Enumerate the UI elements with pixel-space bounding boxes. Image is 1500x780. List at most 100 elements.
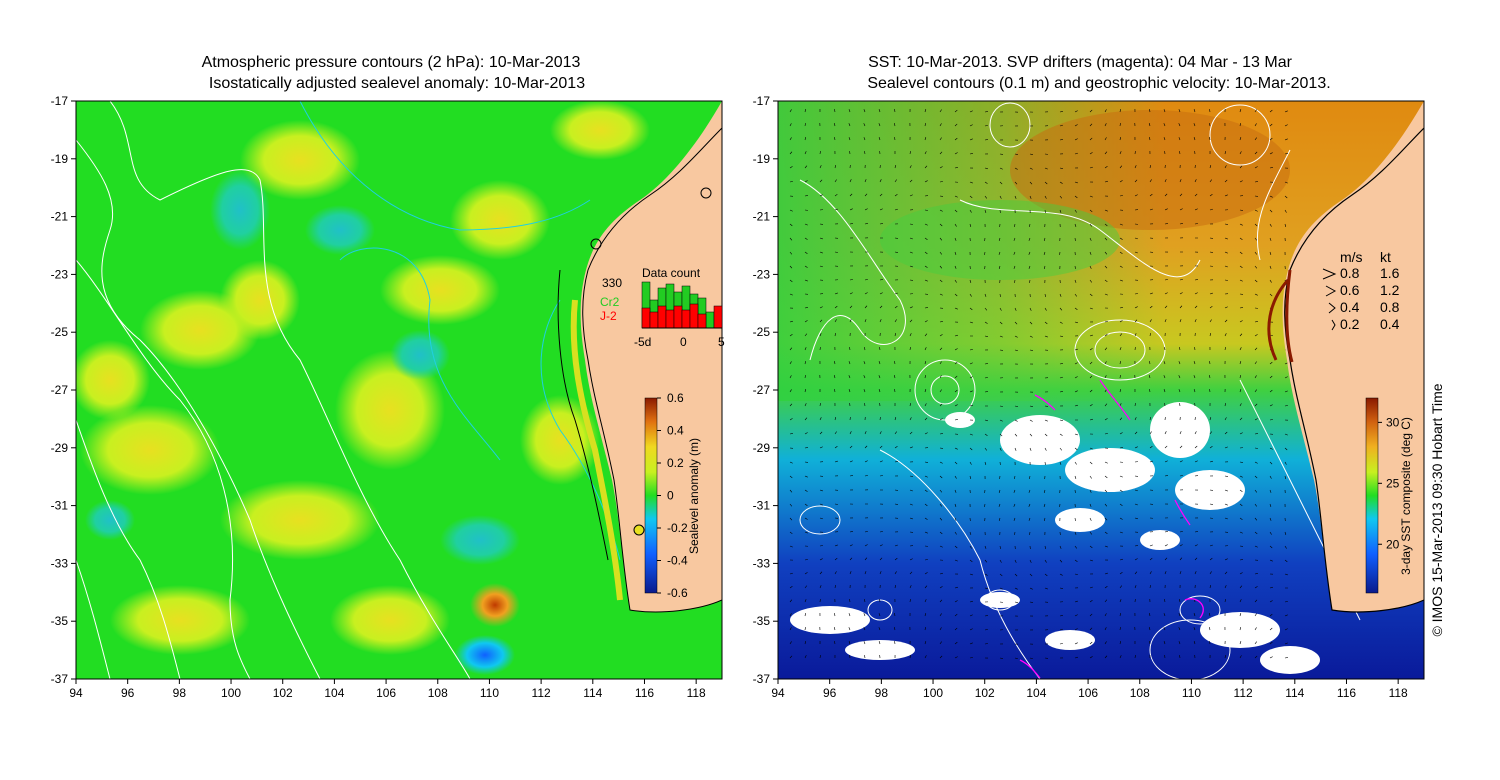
velocity-arrow [1119, 122, 1121, 127]
velocity-arrow [1074, 223, 1077, 227]
velocity-arrow [984, 111, 989, 113]
velocity-arrow [1269, 223, 1272, 227]
australia-land [1282, 101, 1424, 612]
velocity-arrow [1269, 404, 1273, 407]
velocity-arrow [998, 265, 1001, 269]
velocity-arrow [789, 251, 793, 255]
velocity-arrow [1089, 517, 1092, 521]
velocity-arrow [1179, 544, 1183, 547]
velocity-arrow [924, 137, 927, 141]
velocity-legend-kt: 1.6 [1380, 265, 1400, 281]
velocity-arrow [864, 571, 867, 575]
velocity-arrow [864, 460, 868, 463]
velocity-arrow [863, 123, 866, 127]
velocity-arrow [1239, 655, 1242, 659]
velocity-arrow [1089, 109, 1093, 113]
sst-colorbar-label: 3-day SST composite (deg C) [1399, 417, 1413, 575]
velocity-arrow [1239, 209, 1244, 211]
velocity-arrow [1224, 417, 1227, 421]
velocity-arrow [924, 475, 928, 478]
velocity-arrow [954, 641, 958, 645]
velocity-arrow [1209, 165, 1212, 169]
velocity-arrow [804, 558, 808, 561]
sealevel-colorbar-ramp [644, 397, 658, 594]
velocity-arrow [999, 419, 1003, 422]
velocity-arrow [819, 237, 823, 240]
velocity-arrow [1209, 431, 1212, 435]
velocity-arrow [1284, 433, 1288, 436]
velocity-arrow [804, 613, 806, 617]
velocity-arrow [1089, 209, 1093, 213]
right-map-panel: SST: 10-Mar-2013. SVP drifters (magenta)… [753, 54, 1445, 700]
velocity-arrow [833, 375, 836, 379]
velocity-arrow [804, 333, 808, 337]
velocity-legend-ms-header: m/s [1340, 249, 1363, 265]
tide-gauge-marker [633, 524, 645, 536]
velocity-arrow [1089, 613, 1093, 617]
velocity-arrow [789, 151, 793, 155]
velocity-arrow [1059, 559, 1063, 563]
velocity-arrow [969, 433, 973, 436]
velocity-arrow [1269, 251, 1272, 255]
velocity-arrow [939, 461, 943, 464]
velocity-arrow [1269, 545, 1273, 549]
velocity-arrow [954, 307, 958, 310]
velocity-arrow [819, 517, 823, 520]
velocity-arrow [1059, 335, 1064, 337]
velocity-arrow [1164, 571, 1167, 575]
velocity-arrow [939, 627, 942, 631]
velocity-arrow [1164, 305, 1168, 309]
velocity-arrow [1104, 403, 1108, 407]
velocity-arrow [1224, 319, 1228, 323]
velocity-arrow [1254, 181, 1259, 183]
velocity-arrow [789, 641, 792, 645]
velocity-arrow [939, 320, 943, 323]
velocity-arrow [1059, 587, 1064, 589]
velocity-arrow [1254, 517, 1258, 521]
velocity-arrow [1269, 656, 1273, 659]
velocity-arrow [1194, 531, 1198, 533]
velocity-arrow [894, 193, 898, 197]
velocity-arrow [878, 627, 881, 631]
velocity-arrow [939, 641, 942, 645]
velocity-arrow [878, 137, 881, 141]
velocity-arrow [909, 319, 913, 323]
velocity-arrow [969, 642, 973, 645]
velocity-arrow [1089, 293, 1093, 297]
velocity-arrow [969, 376, 973, 379]
velocity-arrow [819, 446, 823, 449]
velocity-arrow [1119, 475, 1123, 478]
velocity-arrow [939, 572, 943, 575]
velocity-arrow [984, 195, 988, 199]
velocity-arrow [1134, 333, 1137, 337]
velocity-arrow [1269, 503, 1272, 507]
velocity-arrow [1134, 446, 1138, 449]
velocity-arrow [1044, 573, 1048, 577]
velocity-arrow [1269, 123, 1273, 127]
velocity-arrow [1194, 557, 1198, 561]
velocity-arrow [1209, 108, 1211, 113]
right-lat-axis: -17 -19 -21 -23 -25 -27 -29 -31 -33 -35 -37 [753, 94, 778, 686]
velocity-arrow [909, 571, 913, 575]
velocity-arrow [1014, 559, 1017, 563]
velocity-arrow [1194, 223, 1199, 225]
velocity-arrow [909, 446, 913, 449]
velocity-arrow [848, 109, 851, 113]
velocity-arrow [1104, 503, 1108, 507]
velocity-arrow [1014, 405, 1018, 408]
velocity-arrow [849, 208, 853, 211]
velocity-arrow [1074, 600, 1078, 603]
velocity-arrow [834, 137, 836, 141]
velocity-arrow [1149, 389, 1151, 393]
velocity-arrow [1224, 306, 1228, 309]
velocity-arrow [1193, 613, 1196, 617]
velocity-arrow [939, 109, 942, 113]
velocity-arrow [1254, 447, 1259, 449]
velocity-arrow [984, 433, 988, 436]
lat-tick-label: -21 [753, 210, 771, 224]
velocity-arrow [1089, 559, 1093, 562]
velocity-arrow [1209, 460, 1213, 463]
velocity-arrow [1254, 321, 1258, 323]
lon-tick-label: 116 [635, 686, 654, 700]
velocity-arrow [894, 208, 898, 211]
